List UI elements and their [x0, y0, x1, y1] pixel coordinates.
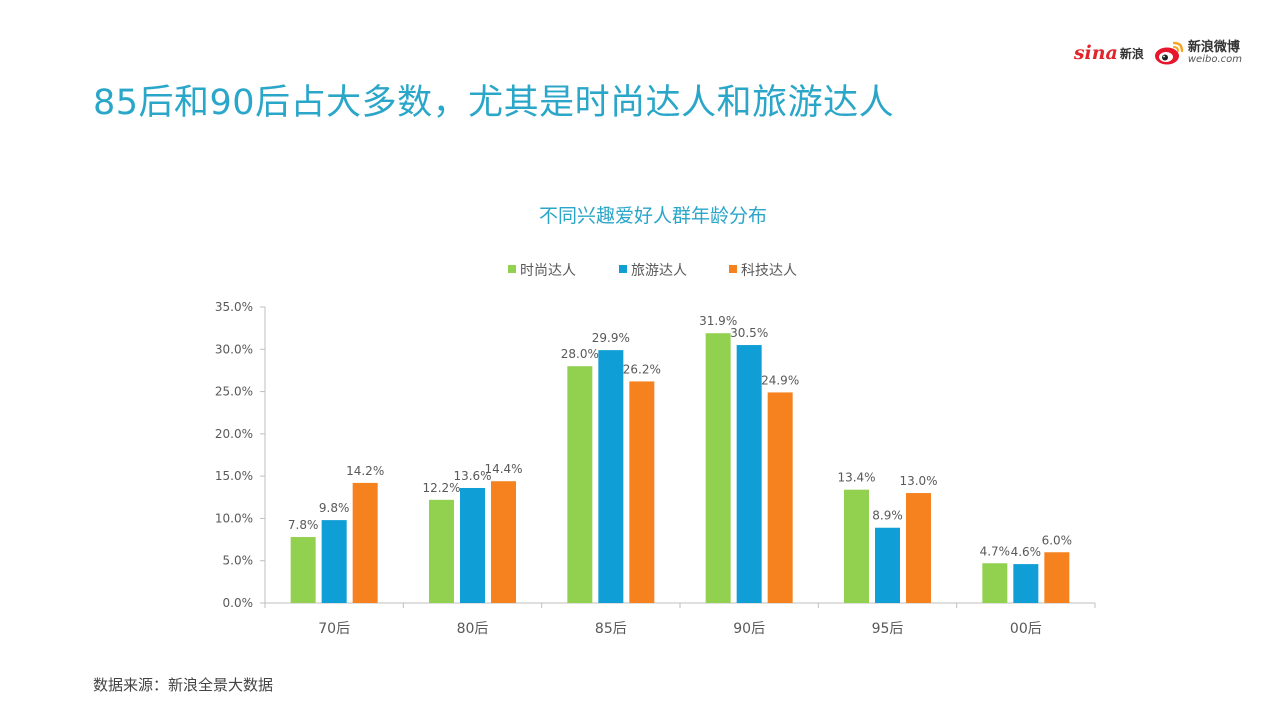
data-source-note: 数据来源：新浪全景大数据 — [93, 676, 274, 694]
bar-1-2 — [429, 499, 454, 603]
data-label-1-6: 4.7% — [980, 544, 1011, 558]
y-tick-label: 10.0% — [215, 511, 253, 525]
bar-1-3 — [567, 366, 593, 603]
legend-swatch-3 — [729, 265, 737, 273]
y-tick-label: 35.0% — [215, 300, 253, 314]
x-tick-label: 70后 — [318, 621, 350, 637]
page-title: 85后和90后占大多数，尤其是时尚达人和旅游达人 — [93, 83, 895, 123]
bar-3-2 — [491, 481, 516, 603]
data-label-3-2: 14.4% — [484, 462, 522, 476]
data-label-2-3: 29.9% — [592, 331, 630, 345]
y-tick-label: 20.0% — [215, 427, 253, 441]
weibo-logo: 新浪微博 weibo.com — [1154, 40, 1242, 66]
x-tick-label: 85后 — [595, 621, 627, 637]
bar-3-3 — [629, 381, 655, 603]
legend-swatch-2 — [619, 265, 627, 273]
data-label-3-1: 14.2% — [346, 464, 384, 478]
data-label-2-2: 13.6% — [453, 469, 491, 483]
bar-3-5 — [906, 493, 931, 603]
data-label-1-3: 28.0% — [561, 347, 599, 361]
y-tick-label: 15.0% — [215, 469, 253, 483]
bar-1-5 — [844, 489, 869, 603]
weibo-logo-en: weibo.com — [1187, 53, 1242, 65]
data-label-1-4: 31.9% — [699, 314, 737, 328]
bar-2-2 — [460, 487, 485, 603]
data-label-1-2: 12.2% — [422, 481, 460, 495]
sina-logo-word: sina — [1073, 42, 1118, 64]
bar-3-1 — [352, 482, 378, 603]
legend-label-2: 旅游达人 — [631, 263, 687, 279]
data-label-3-5: 13.0% — [899, 474, 937, 488]
bar-3-4 — [767, 392, 793, 603]
y-tick-label: 25.0% — [215, 385, 253, 399]
bar-1-6 — [982, 563, 1008, 603]
data-label-2-5: 8.9% — [872, 509, 903, 523]
data-label-3-4: 24.9% — [761, 373, 799, 387]
sina-logo-cn: 新浪 — [1119, 46, 1144, 61]
data-label-3-3: 26.2% — [623, 362, 661, 376]
sina-logo: sina 新浪 — [1074, 42, 1144, 64]
brand-logos: sina 新浪 新浪微博 weibo.com — [1074, 40, 1242, 66]
y-tick-label: 5.0% — [223, 554, 254, 568]
data-label-3-6: 6.0% — [1042, 533, 1073, 547]
data-label-1-1: 7.8% — [288, 518, 319, 532]
y-tick-label: 30.0% — [215, 342, 253, 356]
data-label-2-4: 30.5% — [730, 326, 768, 340]
bar-2-1 — [321, 520, 347, 603]
legend-label-3: 科技达人 — [741, 263, 797, 279]
bar-2-4 — [736, 345, 762, 603]
weibo-logo-cn: 新浪微博 — [1187, 39, 1240, 55]
bar-2-5 — [875, 527, 900, 603]
data-label-2-6: 4.6% — [1011, 545, 1042, 559]
chart-title: 不同兴趣爱好人群年龄分布 — [539, 205, 767, 227]
bar-1-1 — [290, 537, 316, 603]
y-tick-label: 0.0% — [223, 596, 254, 610]
x-tick-label: 90后 — [733, 621, 765, 637]
bar-3-6 — [1044, 552, 1070, 603]
data-label-2-1: 9.8% — [319, 501, 350, 515]
x-tick-label: 80后 — [457, 621, 489, 637]
bar-2-6 — [1013, 564, 1039, 603]
x-tick-label: 95后 — [872, 621, 904, 637]
legend-label-1: 时尚达人 — [520, 263, 576, 279]
weibo-eye-icon — [1154, 41, 1184, 65]
x-tick-label: 00后 — [1010, 621, 1042, 637]
bar-2-3 — [598, 350, 624, 603]
bar-1-4 — [705, 333, 731, 603]
legend-swatch-1 — [508, 265, 516, 273]
data-label-1-5: 13.4% — [837, 471, 875, 485]
